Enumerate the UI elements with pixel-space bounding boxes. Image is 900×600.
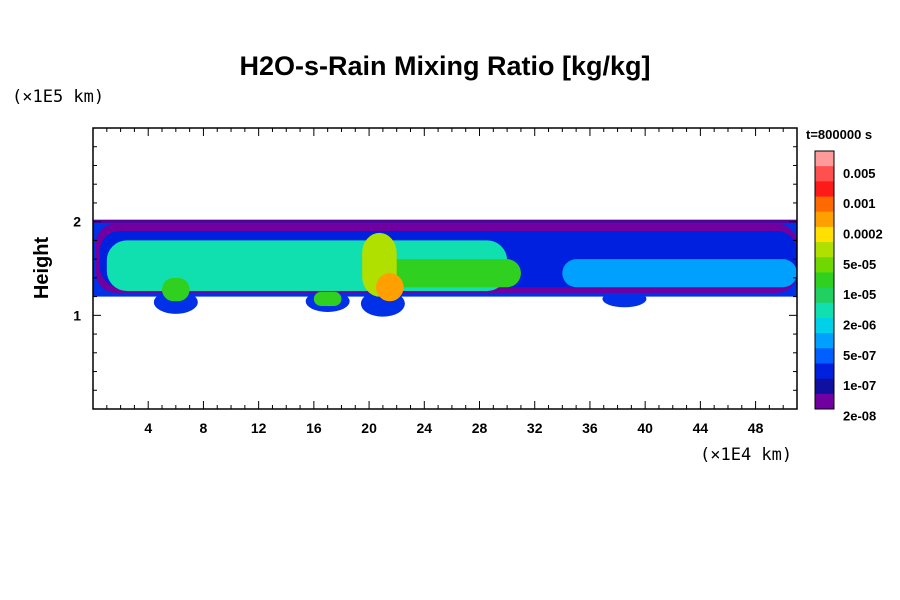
field-region-0.001 bbox=[375, 273, 404, 302]
field-region-2e-06 bbox=[562, 259, 797, 288]
x-tick-label: 48 bbox=[748, 420, 764, 436]
colorbar-label: 2e-06 bbox=[843, 318, 876, 333]
colorbar: 0.005 0.001 0.0002 5e-05 1e-05 2e-06 5e-07 1e-0… bbox=[814, 150, 883, 424]
colorbar-label: 0.0002 bbox=[843, 226, 883, 241]
colorbar-frame bbox=[814, 150, 835, 410]
x-tick-label: 16 bbox=[306, 420, 322, 436]
x-tick-label: 12 bbox=[251, 420, 267, 436]
colorbar-swatch bbox=[815, 211, 834, 228]
colorbar-label: 1e-05 bbox=[843, 287, 876, 302]
plot-frame bbox=[92, 127, 798, 410]
colorbar-label: 1e-07 bbox=[843, 378, 876, 393]
x-tick-label: 40 bbox=[637, 420, 653, 436]
colorbar-swatch bbox=[815, 272, 834, 289]
colorbar-swatch bbox=[815, 196, 834, 213]
x-tick-label: 32 bbox=[527, 420, 543, 436]
colorbar-swatch bbox=[815, 181, 834, 198]
y-unit-label: (×1E5 km) bbox=[12, 87, 104, 107]
layer-bulge bbox=[602, 290, 647, 308]
colorbar-label: 5e-07 bbox=[843, 348, 876, 363]
colorbar-swatch bbox=[815, 257, 834, 273]
colorbar-swatch bbox=[815, 302, 834, 319]
colorbar-swatch bbox=[815, 151, 834, 167]
layer-top-edge bbox=[93, 219, 797, 223]
y-axis-label: Height bbox=[31, 237, 53, 300]
colorbar-swatch bbox=[815, 348, 834, 364]
x-tick-label: 20 bbox=[361, 420, 377, 436]
chart-title: H2O-s-Rain Mixing Ratio [kg/kg] bbox=[239, 51, 650, 81]
field-region-5e-05 bbox=[362, 259, 521, 288]
x-tick-label: 28 bbox=[472, 420, 488, 436]
field-region-5e-05 bbox=[162, 277, 190, 302]
field-region-5e-05 bbox=[313, 291, 342, 306]
x-axis: 4 8 12 16 20 24 28 32 36 40 44 48 bbox=[106, 128, 784, 436]
x-tick-label: 8 bbox=[200, 420, 208, 436]
colorbar-label: 0.001 bbox=[843, 196, 876, 211]
y-tick-label: 1 bbox=[73, 307, 81, 323]
colorbar-swatch bbox=[815, 166, 834, 182]
x-tick-label: 24 bbox=[417, 420, 433, 436]
colorbar-swatch bbox=[815, 393, 834, 410]
colorbar-swatch bbox=[815, 287, 834, 304]
heatmap-field bbox=[93, 219, 797, 317]
colorbar-label: 5e-05 bbox=[843, 257, 876, 272]
time-label: t=800000 s bbox=[806, 127, 872, 142]
colorbar-swatch bbox=[815, 226, 834, 243]
colorbar-swatch bbox=[815, 378, 834, 395]
x-tick-label: 44 bbox=[693, 420, 709, 436]
colorbar-label: 2e-08 bbox=[843, 409, 876, 424]
y-tick-label: 2 bbox=[73, 214, 81, 230]
colorbar-label: 0.005 bbox=[843, 166, 876, 181]
y-axis: 12 bbox=[73, 146, 797, 391]
colorbar-swatch bbox=[815, 333, 834, 349]
x-unit-label: (×1E4 km) bbox=[700, 445, 792, 465]
colorbar-swatch bbox=[815, 242, 834, 258]
colorbar-swatch bbox=[815, 363, 834, 380]
x-tick-label: 36 bbox=[582, 420, 598, 436]
colorbar-swatch bbox=[815, 317, 834, 334]
x-tick-label: 4 bbox=[144, 420, 152, 436]
